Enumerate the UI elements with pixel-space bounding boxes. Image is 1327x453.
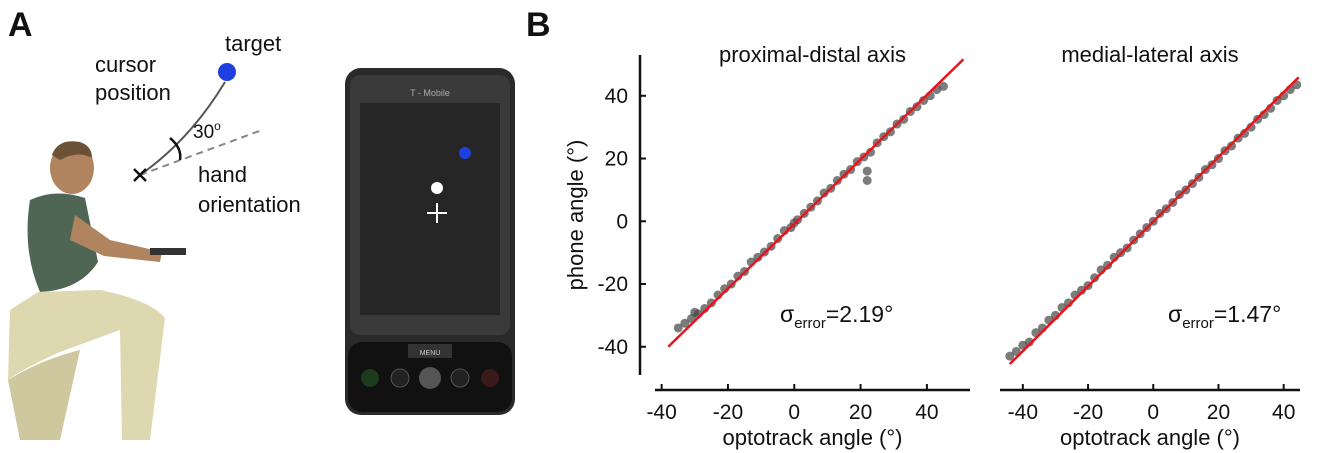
angle-unit: o bbox=[214, 119, 221, 133]
annotation-text: =2.19° bbox=[826, 301, 893, 327]
panel-label: A bbox=[8, 6, 33, 44]
data-point bbox=[1024, 337, 1034, 347]
y-axis-label: phone angle (°) bbox=[563, 140, 588, 291]
target-label: target bbox=[225, 31, 281, 56]
y-tick-label: -40 bbox=[598, 336, 628, 359]
data-point bbox=[1240, 128, 1250, 138]
phone bbox=[345, 68, 515, 415]
hand-label: orientation bbox=[198, 192, 301, 217]
data-point bbox=[912, 102, 922, 112]
data-point bbox=[680, 318, 690, 328]
x-tick-label: 0 bbox=[1147, 401, 1159, 424]
angle-label: 30o bbox=[193, 119, 221, 143]
x-tick-label: -40 bbox=[646, 401, 676, 424]
angle-value: 30 bbox=[193, 122, 214, 143]
data-point bbox=[706, 298, 716, 308]
annotation-subscript: error bbox=[794, 315, 826, 332]
hand-line bbox=[139, 129, 263, 176]
annotation-symbol: σ bbox=[1168, 301, 1182, 327]
x-tick-label: 20 bbox=[1207, 401, 1230, 424]
data-point bbox=[866, 147, 876, 157]
y-tick-label: 0 bbox=[616, 210, 628, 233]
data-point bbox=[862, 175, 872, 185]
target-dot bbox=[218, 63, 236, 81]
data-point bbox=[938, 81, 948, 91]
annotation-symbol: σ bbox=[780, 301, 794, 327]
phone-menu: MENU bbox=[420, 350, 441, 357]
panel-label: B bbox=[526, 6, 551, 44]
annotation-text: =1.47° bbox=[1214, 301, 1281, 327]
person-illustration bbox=[8, 141, 186, 440]
angle-arc bbox=[169, 137, 182, 161]
cursor-path bbox=[139, 81, 226, 176]
cursor-label: position bbox=[95, 80, 171, 105]
y-tick-label: -20 bbox=[598, 273, 628, 296]
chart-title: proximal-distal axis bbox=[719, 42, 906, 67]
x-tick-label: -20 bbox=[713, 401, 743, 424]
data-point bbox=[862, 166, 872, 176]
y-tick-label: 40 bbox=[605, 85, 628, 108]
error-annotation: σerror=2.19° bbox=[780, 301, 893, 332]
data-point bbox=[1272, 95, 1282, 105]
data-point bbox=[1246, 122, 1256, 132]
data-point bbox=[673, 323, 683, 333]
data-point bbox=[753, 252, 763, 262]
x-tick-label: 20 bbox=[849, 401, 872, 424]
hand-label: hand bbox=[198, 162, 247, 187]
x-tick-label: 40 bbox=[1272, 401, 1295, 424]
x-axis-label: optotrack angle (°) bbox=[1060, 425, 1240, 450]
x-axis-label: optotrack angle (°) bbox=[723, 425, 903, 450]
data-point bbox=[919, 95, 929, 105]
x-tick-label: 0 bbox=[788, 401, 800, 424]
phone-brand: T - Mobile bbox=[410, 88, 450, 98]
data-point bbox=[1005, 351, 1015, 361]
cursor-label: cursor bbox=[95, 52, 156, 77]
annotation-subscript: error bbox=[1182, 315, 1214, 332]
y-tick-label: 20 bbox=[605, 148, 628, 171]
x-tick-label: -40 bbox=[1008, 401, 1038, 424]
fit-line bbox=[1008, 76, 1300, 365]
chart-title: medial-lateral axis bbox=[1061, 42, 1238, 67]
data-point bbox=[1227, 141, 1237, 151]
data-point bbox=[1077, 285, 1087, 295]
cross bbox=[133, 168, 147, 182]
data-point bbox=[1090, 273, 1100, 283]
x-tick-label: 40 bbox=[915, 401, 938, 424]
data-point bbox=[819, 188, 829, 198]
x-tick-label: -20 bbox=[1073, 401, 1103, 424]
error-annotation: σerror=1.47° bbox=[1168, 301, 1281, 332]
fit-line bbox=[667, 58, 965, 348]
